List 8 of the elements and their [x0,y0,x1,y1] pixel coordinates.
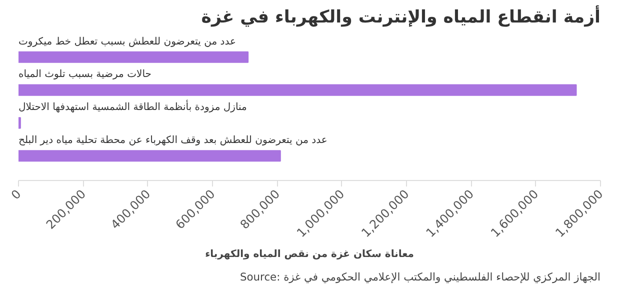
y-tick-label: منازل مزودة بأنظمة الطاقة الشمسية استهدفها الاحتلال [18,99,247,114]
x-axis-title: معاناة سكان غزة من نقص المياه والكهرباء [205,249,414,260]
x-tick-label: 0 [8,186,24,202]
y-tick-label: عدد من يتعرضون للعطش بسبب تعطل خط ميكروت [18,36,236,48]
y-tick-label: حالات مرضية بسبب تلوث المياه [18,69,152,80]
source-note: Source: الجهاز المركزي للإحصاء الفلسطيني والمكتب الإعلامي الحكومي في غزة [240,270,601,284]
chart-title: أزمة انقطاع المياه والإنترنت والكهرباء في غزة [201,4,601,28]
y-tick-label: عدد من يتعرضون للعطش بعد وقف الكهرباء عن محطة تحلية مياه دير البلح [18,134,328,146]
